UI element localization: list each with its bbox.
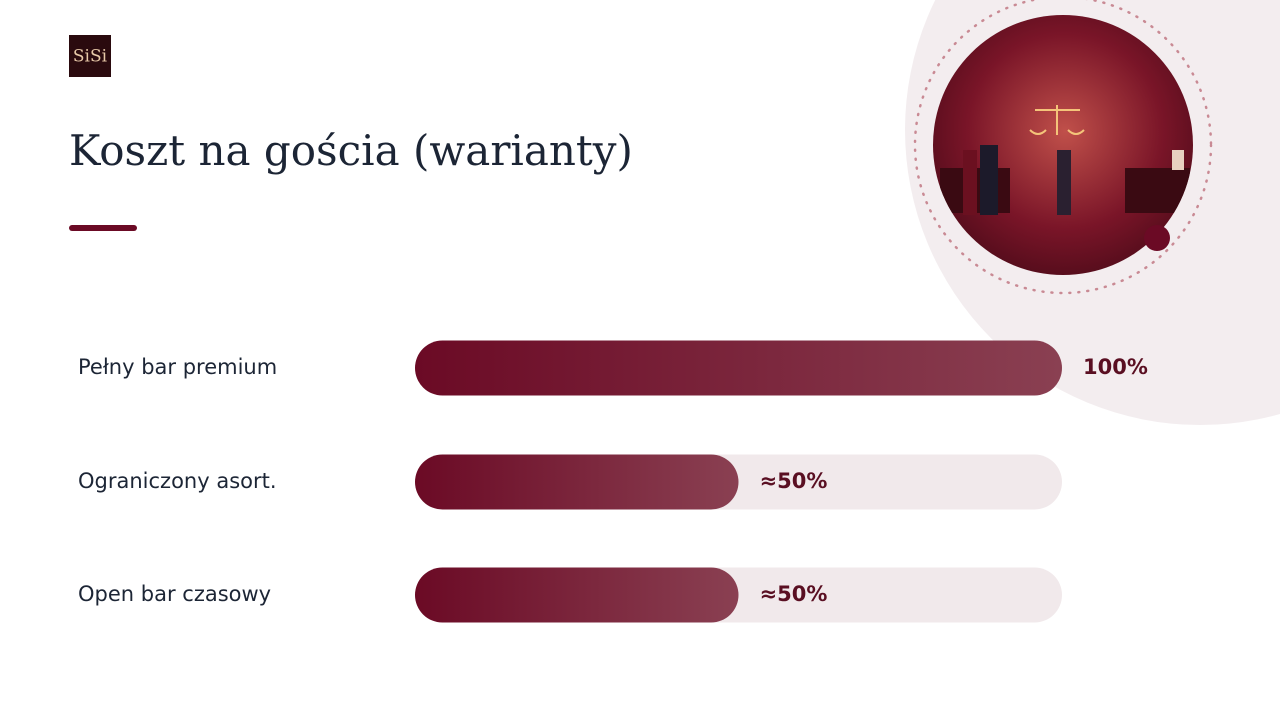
value-label: ≈50% <box>760 469 828 493</box>
category-label: Open bar czasowy <box>78 582 271 606</box>
chart-title: Koszt na gościa (warianty) <box>69 126 633 175</box>
illustration <box>933 15 1193 275</box>
logo-box <box>69 35 111 77</box>
bar <box>415 340 1062 396</box>
value-label: ≈50% <box>760 582 828 606</box>
category-label: Ograniczony asort. <box>78 469 277 493</box>
accent-dot <box>1144 225 1170 251</box>
title-underline <box>69 225 137 231</box>
logo: SiSi <box>73 47 108 67</box>
category-label: Pełny bar premium <box>78 355 277 379</box>
bar <box>415 567 739 623</box>
dotted-ring <box>913 0 1213 295</box>
value-label: 100% <box>1083 355 1148 379</box>
bar <box>415 454 739 510</box>
